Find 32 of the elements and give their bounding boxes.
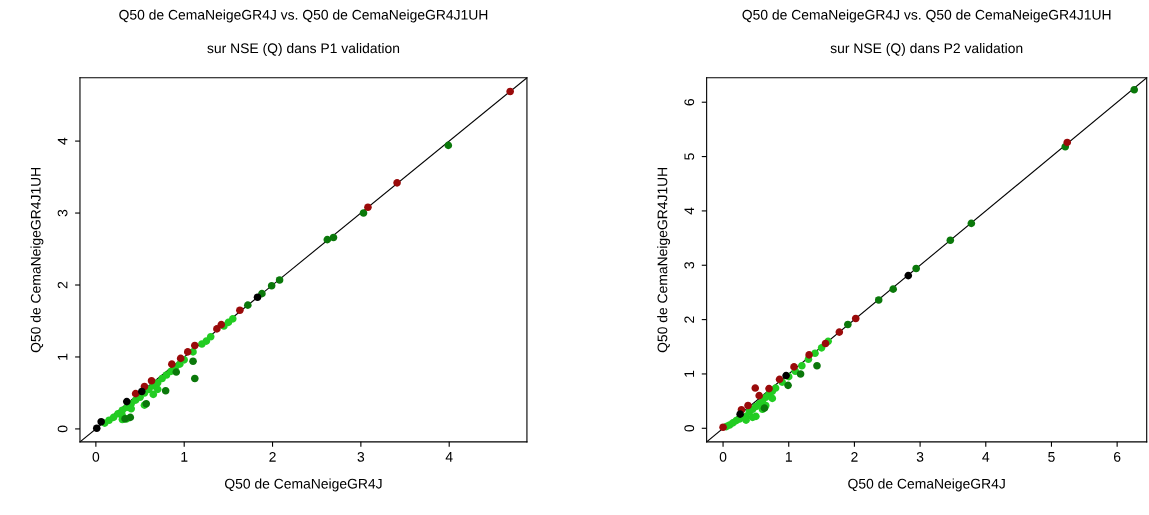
y-tick-label: 1	[684, 370, 695, 377]
x-tick-label: 4	[445, 452, 453, 462]
chart-title: Q50 de CemaNeigeGR4J vs. Q50 de CemaNeigeGR4J1UH	[742, 9, 1111, 23]
x-axis-title: Q50 de CemaNeigeGR4J	[224, 478, 382, 492]
y-tick-label: 0	[684, 424, 695, 432]
y-tick-label: 2	[57, 281, 68, 289]
y-tick-label: 6	[684, 98, 695, 106]
y-axis-title: Q50 de CemaNeigeGR4J1UH	[657, 167, 671, 353]
chart-title: Q50 de CemaNeigeGR4J vs. Q50 de CemaNeigeGR4J1UH	[119, 9, 488, 23]
x-tick-label: 3	[916, 451, 924, 462]
x-tick-label: 5	[1048, 452, 1055, 462]
x-tick-label: 3	[357, 451, 365, 462]
y-tick-label: 5	[684, 153, 695, 160]
x-tick-label: 0	[719, 451, 727, 462]
y-tick-label: 1	[57, 353, 68, 360]
chart-subtitle: sur NSE (Q) dans P2 validation	[830, 42, 1023, 56]
x-tick-label: 0	[92, 451, 100, 462]
y-tick-label: 4	[57, 137, 68, 145]
x-tick-label: 1	[785, 452, 792, 462]
chart-subtitle: sur NSE (Q) dans P1 validation	[207, 42, 400, 56]
x-tick-label: 1	[181, 452, 188, 462]
x-tick-label: 4	[982, 452, 990, 462]
y-tick-label: 3	[57, 209, 68, 217]
y-tick-label: 2	[684, 316, 695, 323]
y-tick-label: 3	[684, 262, 695, 269]
x-tick-label: 2	[851, 451, 858, 462]
y-tick-label: 4	[684, 207, 695, 215]
y-tick-label: 0	[57, 425, 68, 433]
y-axis-title: Q50 de CemaNeigeGR4J1UH	[30, 167, 44, 353]
x-axis-title: Q50 de CemaNeigeGR4J	[848, 478, 1005, 492]
x-tick-label: 6	[1113, 451, 1121, 462]
x-tick-label: 2	[269, 451, 276, 462]
